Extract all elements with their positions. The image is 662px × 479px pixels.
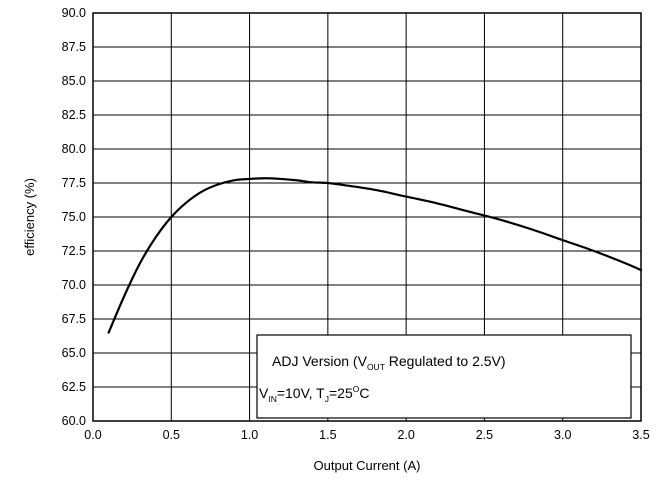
y-tick-label: 90.0 bbox=[62, 6, 86, 20]
x-tick-label: 0.5 bbox=[163, 428, 180, 442]
x-tick-label: 1.5 bbox=[319, 428, 336, 442]
y-tick-label: 85.0 bbox=[62, 74, 86, 88]
annotation-frame bbox=[256, 334, 632, 419]
y-tick-label: 75.0 bbox=[62, 210, 86, 224]
x-tick-label: 0.0 bbox=[84, 428, 101, 442]
x-tick-label: 2.0 bbox=[397, 428, 414, 442]
annotation-line-2: VIN=10V, TJ=25OC bbox=[259, 384, 369, 404]
y-tick-label: 87.5 bbox=[62, 40, 86, 54]
y-tick-labels: 60.0 62.5 65.0 67.5 70.0 72.5 75.0 77.5 80.0 82.5… bbox=[62, 6, 86, 428]
y-tick-label: 82.5 bbox=[62, 108, 86, 122]
x-tick-labels: 0.0 0.5 1.0 1.5 2.0 2.5 3.0 3.5 bbox=[84, 428, 649, 442]
annotation-box: ADJ Version (VOUT Regulated to 2.5V) VIN… bbox=[256, 334, 632, 419]
x-tick-label: 3.5 bbox=[632, 428, 649, 442]
y-axis-label: efficiency (%) bbox=[22, 178, 37, 256]
x-tick-label: 3.0 bbox=[554, 428, 571, 442]
y-tick-label: 65.0 bbox=[62, 346, 86, 360]
y-tick-label: 60.0 bbox=[62, 414, 86, 428]
y-tick-label: 67.5 bbox=[62, 312, 86, 326]
efficiency-curve bbox=[107, 177, 643, 334]
y-tick-label: 80.0 bbox=[62, 142, 86, 156]
y-tick-label: 70.0 bbox=[62, 278, 86, 292]
y-tick-label: 77.5 bbox=[62, 176, 86, 190]
x-tick-label: 2.5 bbox=[476, 428, 493, 442]
y-tick-label: 72.5 bbox=[62, 244, 86, 258]
annotation-line-1: ADJ Version (VOUT Regulated to 2.5V) bbox=[272, 353, 506, 372]
plot-frame bbox=[92, 12, 642, 422]
y-tick-label: 62.5 bbox=[62, 380, 86, 394]
x-tick-label: 1.0 bbox=[241, 428, 258, 442]
x-axis-label: Output Current (A) bbox=[314, 458, 421, 473]
